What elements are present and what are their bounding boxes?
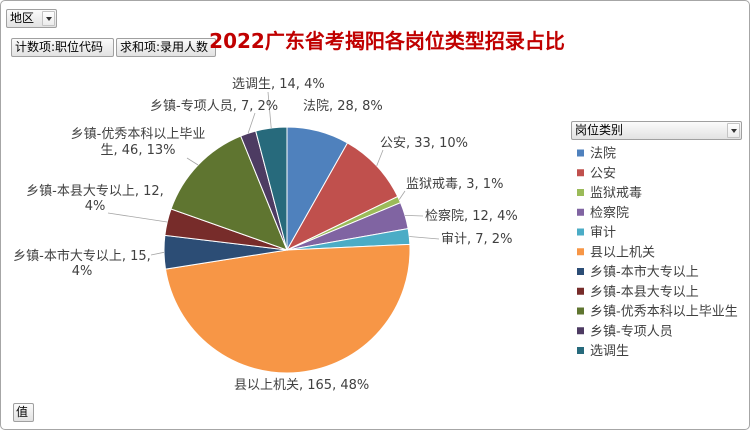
- legend-label-6: 县以上机关: [590, 245, 655, 260]
- legend-item-4: 检察院: [577, 206, 629, 221]
- legend-item-1: 法院: [577, 147, 616, 162]
- legend-item-6: 县以上机关: [577, 245, 655, 260]
- pie-slice-6[interactable]: [164, 243, 411, 374]
- legend-item-10: 乡镇-专项人员: [577, 324, 673, 339]
- sum-field-button[interactable]: 求和项:录用人数: [116, 38, 216, 57]
- legend-swatch-4: [577, 208, 584, 216]
- data-label-2-line-1: 公安, 33, 10%: [380, 136, 468, 151]
- data-label-5: 审计, 7, 2%: [441, 232, 512, 247]
- leader-lines: [107, 91, 440, 256]
- data-label-9-line-2: 生, 46, 13%: [101, 143, 176, 158]
- sum-field-label: 求和项:录用人数: [120, 40, 209, 54]
- legend-label-9: 乡镇-优秀本科以上毕业生: [590, 305, 738, 320]
- legend-swatch-2: [577, 169, 584, 177]
- data-label-8-line-2: 4%: [85, 199, 106, 214]
- pie-slice-11[interactable]: [255, 126, 288, 251]
- legend-swatch-6: [577, 248, 584, 256]
- leader-line-4: [404, 215, 424, 217]
- legend-label-4: 检察院: [590, 206, 629, 221]
- data-label-6-line-1: 县以上机关, 165, 48%: [234, 378, 369, 393]
- leader-line-10: [247, 112, 256, 134]
- data-label-1-line-1: 法院, 28, 8%: [303, 99, 383, 114]
- data-label-4-line-1: 检察院, 12, 4%: [425, 209, 518, 224]
- leader-line-2: [376, 149, 384, 167]
- data-label-7: 乡镇-本市大专以上, 15, 4%: [13, 248, 151, 279]
- region-filter-button[interactable]: 地区: [6, 9, 57, 28]
- data-label-7-line-1: 乡镇-本市大专以上, 15,: [13, 248, 151, 264]
- legend-swatch-8: [577, 287, 584, 295]
- count-field-button[interactable]: 计数项:职位代码: [11, 38, 114, 57]
- pie-slices: [163, 126, 411, 374]
- data-label-11-line-1: 选调生, 14, 4%: [232, 77, 325, 92]
- legend-item-2: 公安: [577, 166, 616, 181]
- leader-line-3: [398, 190, 406, 200]
- data-label-1: 法院, 28, 8%: [303, 99, 383, 114]
- data-label-10-line-1: 乡镇-专项人员, 7, 2%: [150, 99, 278, 114]
- legend-swatch-11: [577, 347, 584, 354]
- legend-label-10: 乡镇-专项人员: [590, 324, 673, 339]
- legend-entries: 法院公安监狱戒毒检察院审计县以上机关乡镇-本市大专以上乡镇-本县大专以上乡镇-优…: [577, 147, 738, 359]
- data-label-8-line-1: 乡镇-本县大专以上, 12,: [26, 184, 164, 199]
- legend-label-5: 审计: [590, 226, 616, 241]
- legend-label-7: 乡镇-本市大专以上: [590, 264, 699, 280]
- legend-item-11: 选调生: [577, 344, 629, 359]
- values-button-label: 值: [16, 405, 29, 419]
- legend-field-label: 岗位类别: [575, 123, 624, 137]
- data-label-6: 县以上机关, 165, 48%: [234, 378, 369, 393]
- data-label-11: 选调生, 14, 4%: [232, 77, 325, 92]
- legend-item-7: 乡镇-本市大专以上: [577, 264, 699, 280]
- data-label-10: 乡镇-专项人员, 7, 2%: [150, 99, 278, 114]
- legend-field-button[interactable]: 岗位类别: [571, 121, 742, 140]
- legend-label-2: 公安: [590, 166, 616, 181]
- legend-item-5: 审计: [577, 226, 616, 241]
- values-button[interactable]: 值: [13, 403, 34, 422]
- count-field-label: 计数项:职位代码: [15, 40, 104, 54]
- legend-item-9: 乡镇-优秀本科以上毕业生: [577, 305, 738, 320]
- data-label-7-line-2: 4%: [72, 264, 93, 279]
- data-label-8: 乡镇-本县大专以上, 12, 4%: [26, 184, 164, 214]
- legend-swatch-10: [577, 327, 584, 335]
- legend-swatch-5: [577, 228, 584, 236]
- leader-line-9: [186, 157, 199, 166]
- legend-label-8: 乡镇-本县大专以上: [590, 285, 699, 300]
- legend-item-8: 乡镇-本县大专以上: [577, 285, 699, 300]
- legend-swatch-3: [577, 189, 584, 196]
- legend-label-3: 监狱戒毒: [590, 186, 642, 201]
- data-label-2: 公安, 33, 10%: [380, 136, 468, 151]
- data-label-9: 乡镇-优秀本科以上毕业生, 46, 13%: [71, 127, 206, 158]
- leader-line-8: [107, 212, 168, 223]
- region-filter-label: 地区: [10, 11, 35, 25]
- legend-item-3: 监狱戒毒: [577, 186, 642, 201]
- legend-swatch-7: [577, 268, 584, 275]
- legend-swatch-1: [577, 149, 584, 157]
- chart-title: 2022广东省考揭阳各岗位类型招录占比: [209, 29, 565, 53]
- leader-line-5: [409, 236, 440, 240]
- leader-line-11: [267, 91, 272, 129]
- legend-swatch-9: [577, 307, 584, 315]
- data-label-3-line-1: 监狱戒毒, 3, 1%: [406, 177, 503, 192]
- legend-label-11: 选调生: [590, 344, 629, 359]
- leader-line-7: [150, 251, 165, 256]
- chevron-down-icon[interactable]: [727, 123, 740, 138]
- data-labels: 法院, 28, 8% 公安, 33, 10% 监狱戒毒, 3, 1% 检察院, 12,…: [13, 77, 518, 393]
- pie-slice-2[interactable]: [285, 142, 399, 252]
- data-label-5-line-1: 审计, 7, 2%: [441, 232, 512, 247]
- data-label-3: 监狱戒毒, 3, 1%: [406, 177, 503, 192]
- chevron-down-icon[interactable]: [42, 11, 55, 26]
- data-label-9-line-1: 乡镇-优秀本科以上毕业: [71, 127, 206, 142]
- legend-label-1: 法院: [590, 147, 616, 162]
- data-label-4: 检察院, 12, 4%: [425, 209, 518, 224]
